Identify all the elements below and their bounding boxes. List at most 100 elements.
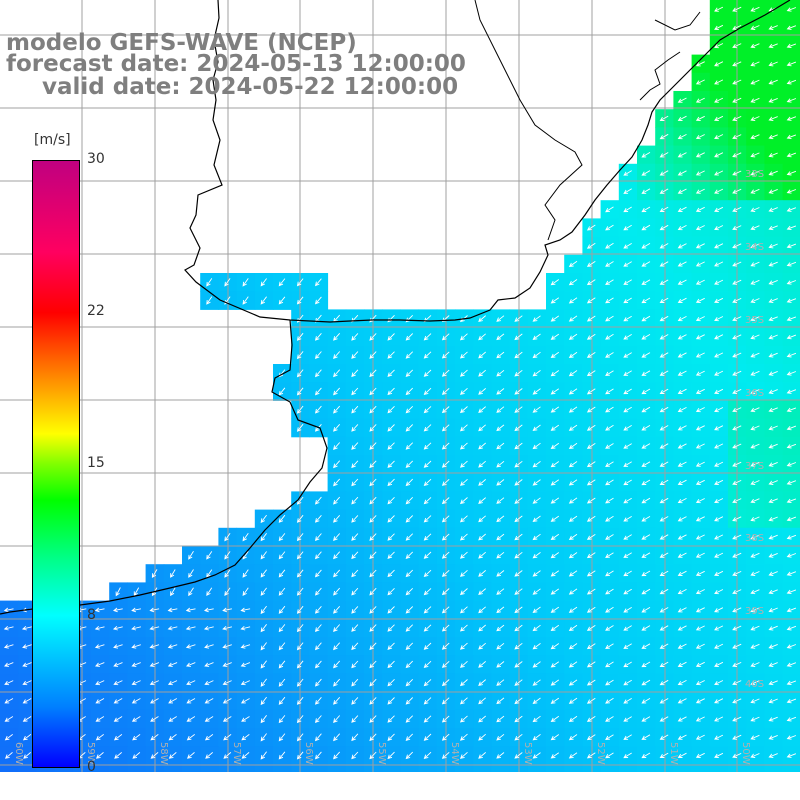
wind-arrow xyxy=(459,515,468,523)
wind-arrow xyxy=(623,352,632,358)
wind-arrow xyxy=(333,624,341,633)
wind-arrow xyxy=(423,751,432,760)
wind-arrow xyxy=(750,134,760,140)
wind-arrow xyxy=(750,607,760,613)
wind-arrow xyxy=(149,680,159,686)
wind-arrow xyxy=(3,607,14,613)
wind-arrow xyxy=(768,298,778,303)
wind-arrow xyxy=(641,570,651,577)
wind-arrow xyxy=(550,752,560,759)
wind-arrow xyxy=(568,643,578,650)
wind-arrow xyxy=(786,716,797,722)
wind-arrow xyxy=(659,661,669,667)
wind-arrow xyxy=(441,497,450,505)
wind-arrow xyxy=(185,607,196,613)
wind-arrow xyxy=(659,734,669,740)
wind-arrow xyxy=(222,698,232,704)
wind-arrow xyxy=(677,97,687,103)
wind-arrow xyxy=(260,605,267,615)
wind-arrow xyxy=(659,516,669,522)
wind-arrow xyxy=(387,369,395,377)
wind-arrow xyxy=(186,680,196,686)
wind-arrow xyxy=(568,297,578,304)
wind-arrow xyxy=(314,387,322,396)
wind-arrow xyxy=(768,225,778,231)
wind-arrow xyxy=(423,551,432,559)
wind-arrow xyxy=(732,625,742,631)
wind-arrow xyxy=(659,206,669,212)
wind-arrow xyxy=(641,443,651,449)
wind-arrow xyxy=(750,680,760,686)
wind-arrow xyxy=(423,387,432,396)
wind-arrow xyxy=(786,334,797,340)
wind-arrow xyxy=(568,315,578,322)
wind-arrow xyxy=(131,680,141,686)
wind-arrow xyxy=(768,116,778,121)
wind-arrow xyxy=(768,516,778,522)
wind-arrow xyxy=(532,406,541,413)
wind-arrow xyxy=(441,387,450,395)
wind-arrow xyxy=(296,678,304,687)
wind-arrow xyxy=(568,406,578,413)
wind-arrow xyxy=(405,697,414,705)
wind-arrow xyxy=(732,188,742,194)
wind-arrow xyxy=(786,698,797,704)
wind-arrow xyxy=(695,61,705,67)
wind-arrow xyxy=(659,534,669,540)
wind-arrow xyxy=(659,297,669,303)
wind-arrow xyxy=(369,751,377,760)
wind-arrow xyxy=(586,443,596,449)
wind-arrow xyxy=(441,369,450,377)
wind-arrow xyxy=(278,715,286,724)
wind-arrow xyxy=(786,389,797,394)
wind-arrow xyxy=(532,715,541,723)
wind-arrow xyxy=(405,606,414,614)
wind-arrow xyxy=(478,697,486,705)
wind-arrow xyxy=(786,152,797,158)
wind-arrow xyxy=(532,752,541,759)
wind-arrow xyxy=(532,643,541,650)
wind-arrow xyxy=(677,206,687,212)
wind-arrow xyxy=(387,715,395,723)
wind-arrow xyxy=(260,278,267,287)
wind-arrow xyxy=(550,315,560,322)
wind-arrow xyxy=(732,534,742,540)
wind-arrow xyxy=(314,642,322,651)
wind-arrow xyxy=(677,370,687,376)
colorbar-tick-0: 0 xyxy=(87,759,96,775)
wind-arrow xyxy=(532,442,541,450)
wind-arrow xyxy=(568,479,578,486)
wind-arrow xyxy=(695,479,705,485)
wind-arrow xyxy=(768,698,778,704)
wind-arrow xyxy=(768,152,778,158)
wind-arrow xyxy=(496,497,505,504)
wind-arrow xyxy=(786,407,797,413)
wind-arrow xyxy=(278,733,286,742)
wind-arrow xyxy=(623,679,632,686)
wind-arrow xyxy=(714,206,724,212)
wind-arrow xyxy=(514,497,523,504)
wind-arrow xyxy=(605,606,614,613)
wind-arrow xyxy=(387,733,395,741)
wind-arrow xyxy=(478,642,486,650)
wind-arrow xyxy=(260,514,267,524)
wind-arrow xyxy=(496,733,505,741)
wind-arrow xyxy=(768,134,778,140)
wind-arrow xyxy=(387,478,395,487)
wind-arrow xyxy=(278,751,286,760)
wind-arrow xyxy=(459,333,468,341)
wind-arrow xyxy=(296,332,304,341)
wind-arrow xyxy=(768,389,778,394)
wind-arrow xyxy=(369,496,377,505)
wind-arrow xyxy=(405,442,414,450)
wind-arrow xyxy=(514,606,523,614)
wind-arrow xyxy=(786,480,797,485)
wind-arrow xyxy=(186,734,195,741)
wind-arrow xyxy=(641,406,651,413)
wind-arrow xyxy=(296,551,304,560)
wind-arrow xyxy=(333,496,341,505)
wind-arrow xyxy=(641,315,651,322)
longitude-label: 60W xyxy=(13,742,24,765)
